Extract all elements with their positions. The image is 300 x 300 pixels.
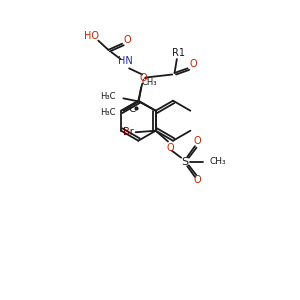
Text: R1: R1 (172, 48, 185, 58)
Text: HO: HO (84, 31, 99, 41)
Text: HN: HN (118, 56, 133, 66)
Text: O: O (167, 143, 174, 153)
Text: O: O (124, 35, 131, 45)
Text: C: C (128, 104, 136, 114)
Text: Br: Br (123, 127, 134, 137)
Text: S: S (182, 157, 188, 166)
Text: O: O (139, 73, 147, 82)
Text: O: O (190, 59, 198, 70)
Text: O: O (194, 136, 201, 146)
Text: CH₃: CH₃ (142, 78, 157, 87)
Text: CH₃: CH₃ (210, 157, 226, 166)
Text: H₃C: H₃C (100, 92, 116, 101)
Text: O: O (194, 175, 201, 185)
Text: H₃C: H₃C (100, 108, 116, 117)
